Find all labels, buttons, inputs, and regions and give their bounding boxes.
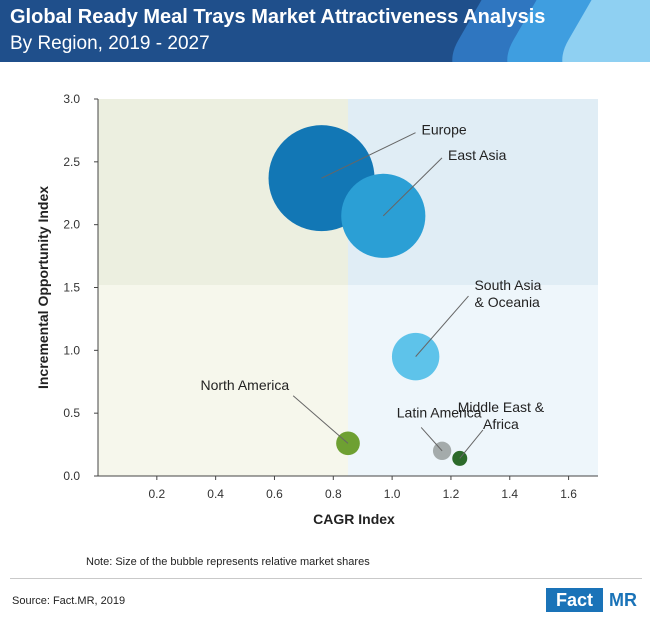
bubble-chart: 0.2 0.4 0.6 0.8 1.0 1.2 1.4 1.6 0.0 0.5 1.0 1.5 2.0 2…	[35, 92, 598, 527]
logo-dot	[603, 588, 609, 612]
x-tick-label: 1.6	[560, 487, 577, 501]
leader-line	[382, 157, 443, 217]
y-axis-label: Incremental Opportunity Index	[35, 186, 51, 389]
source-text: Source: Fact.MR, 2019	[12, 595, 126, 607]
x-tick-label: 1.2	[443, 487, 460, 501]
quadrant-bottom-right	[348, 284, 598, 476]
leader-line	[420, 427, 443, 452]
bubble-label: & Oceania	[474, 294, 540, 310]
bubble-label: North America	[200, 377, 289, 393]
footer-divider	[10, 578, 642, 579]
y-tick-label: 2.5	[63, 155, 80, 169]
header-banner: Global Ready Meal Trays Market Attractiv…	[0, 0, 650, 62]
y-tick-label: 2.0	[63, 218, 80, 232]
y-tick-label: 1.0	[63, 343, 80, 357]
x-tick-label: 0.2	[148, 487, 165, 501]
leader-line	[292, 395, 349, 444]
x-tick-label: 0.8	[325, 487, 342, 501]
bubble-label: South Asia	[474, 277, 541, 293]
leader-line	[415, 295, 469, 357]
y-tick-label: 0.5	[63, 406, 80, 420]
x-tick-label: 1.4	[501, 487, 518, 501]
factmr-logo: Fact MR	[546, 588, 645, 612]
bubble-label: Latin America	[397, 404, 482, 420]
chart-subtitle: By Region, 2019 - 2027	[10, 33, 210, 54]
chart-note: Note: Size of the bubble represents rela…	[86, 556, 370, 568]
bubble-label: Europe	[422, 122, 467, 138]
leader-line	[321, 132, 416, 179]
x-axis-label: CAGR Index	[313, 511, 395, 527]
y-tick-label: 0.0	[63, 469, 80, 483]
x-tick-label: 0.4	[207, 487, 224, 501]
quadrant-bottom-left	[98, 284, 348, 476]
bubble-label: Africa	[483, 416, 519, 432]
y-tick-label: 3.0	[63, 92, 80, 106]
logo-fact: Fact	[546, 588, 603, 612]
y-tick-label: 1.5	[63, 281, 80, 295]
bubble-label: East Asia	[448, 147, 507, 163]
chart-title: Global Ready Meal Trays Market Attractiv…	[10, 6, 546, 28]
leader-line	[459, 429, 484, 459]
x-tick-label: 1.0	[384, 487, 401, 501]
logo-mr: MR	[609, 590, 637, 610]
x-tick-label: 0.6	[266, 487, 283, 501]
bubble-label: Middle East &	[458, 399, 545, 415]
